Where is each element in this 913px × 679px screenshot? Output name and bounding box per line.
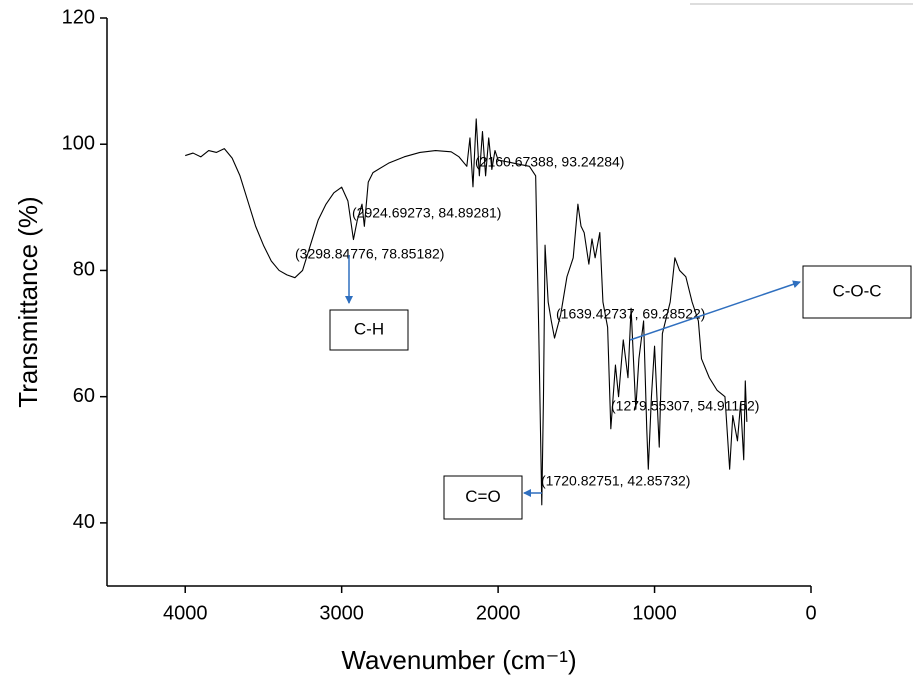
x-tick-label: 2000	[476, 602, 521, 624]
x-axis-label: Wavenumber (cm⁻¹)	[341, 645, 576, 675]
x-tick-label: 0	[805, 602, 816, 624]
y-tick-label: 60	[73, 385, 95, 407]
peak-annotation: (2924.69273, 84.89281)	[352, 205, 501, 221]
x-tick-label: 3000	[319, 602, 364, 624]
x-tick-label: 4000	[163, 602, 208, 624]
peak-annotation: (3298.84776, 78.85182)	[295, 246, 444, 262]
y-tick-label: 40	[73, 511, 95, 533]
y-tick-label: 80	[73, 259, 95, 281]
peak-annotation: (1639.42737, 69.28522)	[556, 306, 705, 322]
callout-label: C=O	[465, 487, 500, 506]
callout-box	[329, 309, 409, 351]
callout-box	[802, 265, 912, 319]
peak-annotation: (2160.67388, 93.24284)	[475, 154, 624, 170]
callout-box	[443, 475, 523, 520]
peak-annotation: (1279.55307, 54.91152)	[611, 398, 759, 414]
y-tick-label: 120	[62, 6, 95, 28]
peak-annotation: (1720.82751, 42.85732)	[541, 473, 690, 489]
y-axis-label: Transmittance (%)	[13, 196, 43, 407]
callout-label: C-O-C	[832, 281, 881, 300]
y-tick-label: 100	[62, 133, 95, 155]
callout-arrow	[629, 280, 801, 341]
spectrum-line	[185, 118, 748, 506]
x-tick-label: 1000	[632, 602, 677, 624]
callout-label: C-H	[354, 319, 384, 338]
